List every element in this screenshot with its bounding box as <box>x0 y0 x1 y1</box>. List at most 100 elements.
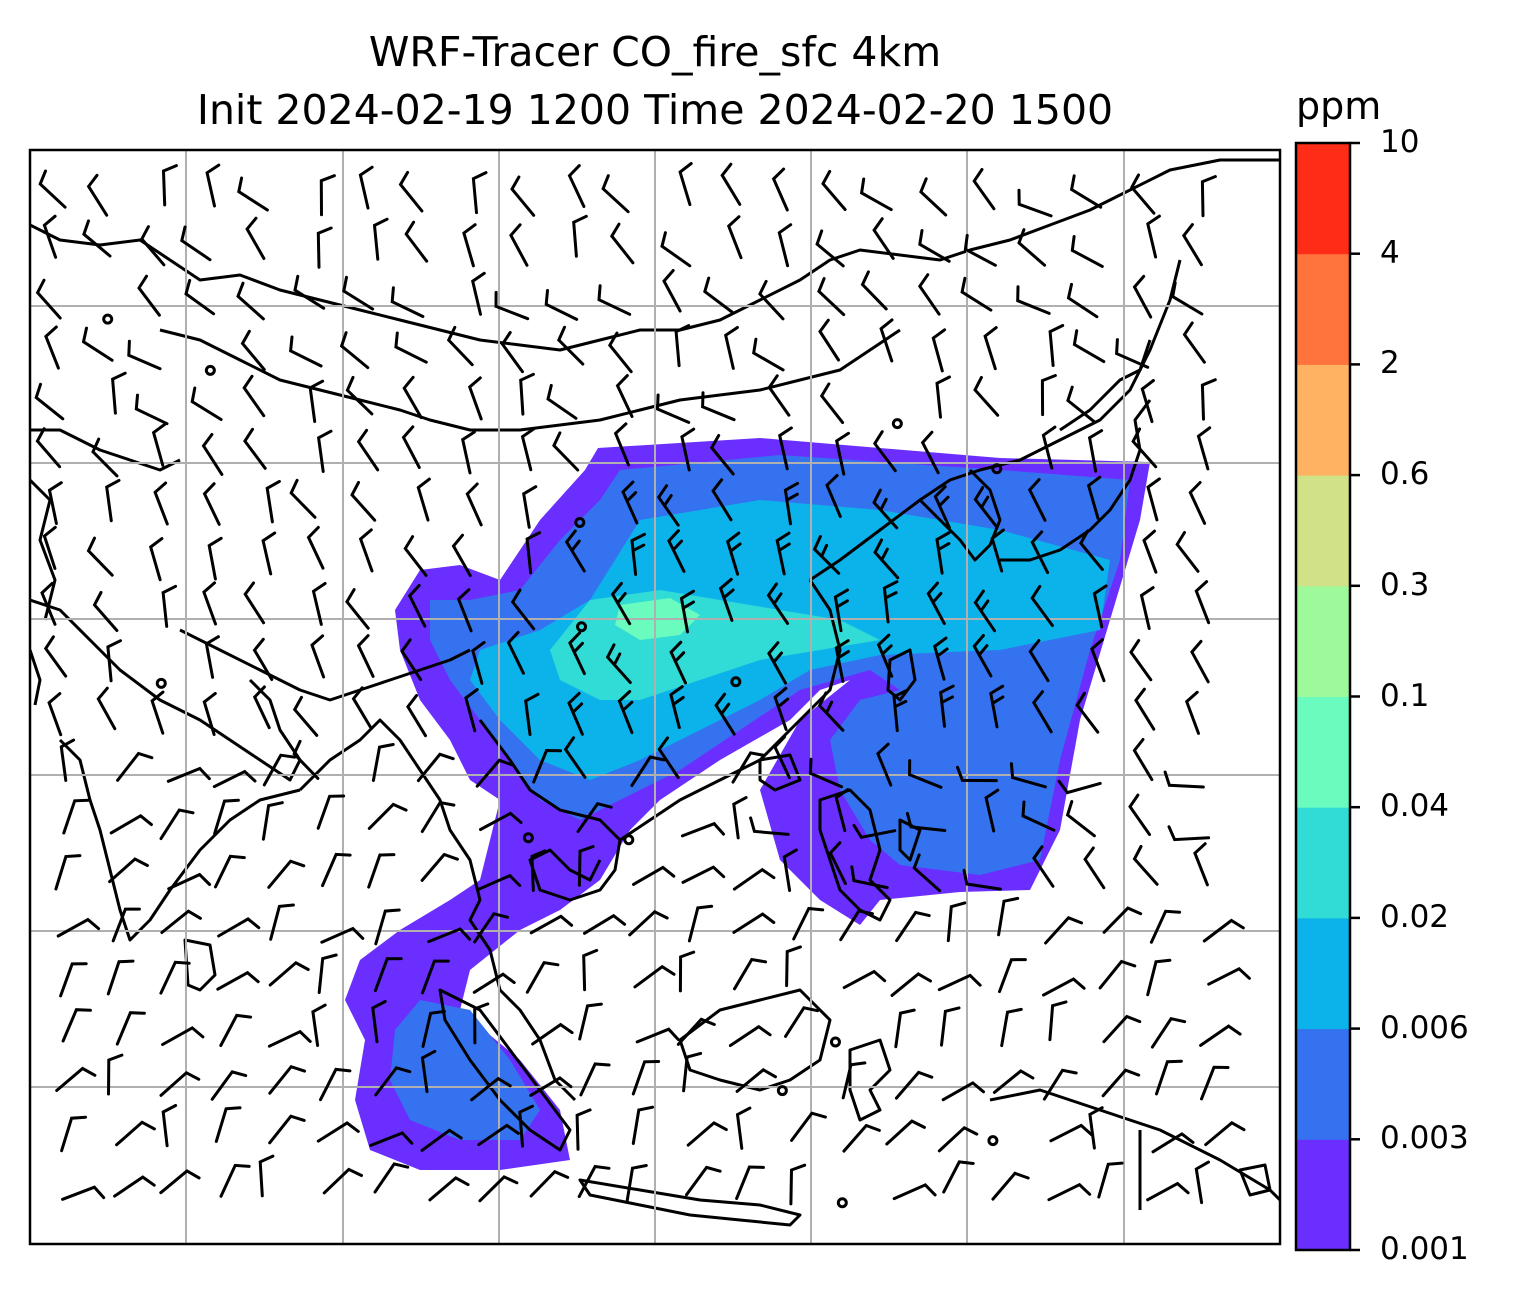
wind-barb <box>919 177 948 217</box>
wind-barb <box>890 972 932 997</box>
wind-barb <box>577 1164 611 1199</box>
wind-barb <box>1031 690 1053 734</box>
wind-barb <box>311 1003 327 1047</box>
wind-barb <box>1028 639 1050 683</box>
wind-barb <box>610 581 632 626</box>
wind-barb <box>310 634 326 679</box>
wind-barb <box>633 964 676 989</box>
wind-barb <box>983 326 998 371</box>
wind-barb <box>524 692 540 737</box>
wind-barb <box>184 278 216 316</box>
wind-barb <box>1030 530 1050 575</box>
wind-barb <box>190 386 223 421</box>
coastline-himalaya-border <box>179 628 471 702</box>
wind-barb <box>105 478 121 523</box>
wind-barb <box>1048 1000 1068 1042</box>
wind-barb <box>782 848 798 892</box>
wind-barb <box>529 1076 573 1097</box>
wind-barb <box>446 325 474 367</box>
wind-barb <box>161 584 178 628</box>
wind-barb <box>735 1106 752 1150</box>
wind-barb <box>828 841 847 885</box>
wind-barb <box>714 692 736 736</box>
wind-barb <box>933 485 951 530</box>
wind-barb <box>1017 188 1053 218</box>
wind-barb <box>406 694 427 738</box>
wind-barb <box>946 901 967 943</box>
wind-barb <box>421 959 450 995</box>
wind-barb <box>289 335 323 368</box>
wind-barb <box>1000 1007 1023 1048</box>
wind-barb <box>597 284 632 316</box>
wind-barb <box>563 736 587 779</box>
wind-barb <box>202 482 221 526</box>
wind-barb <box>852 823 897 839</box>
wind-barb <box>1190 639 1210 684</box>
wind-barb <box>261 531 277 576</box>
wind-barb <box>752 337 785 372</box>
wind-barb <box>546 383 578 420</box>
wind-barb <box>984 788 1000 833</box>
wind-barb <box>473 912 509 944</box>
wind-barb <box>609 222 635 265</box>
wind-barb <box>47 481 63 525</box>
wind-barb <box>159 1070 201 1097</box>
wind-barb <box>243 581 266 625</box>
wind-barb <box>82 219 112 258</box>
wind-barb <box>54 854 82 891</box>
wind-barb <box>532 748 562 784</box>
wind-barb <box>963 233 997 267</box>
wind-barb <box>61 1008 92 1043</box>
wind-barb <box>236 281 265 321</box>
coastline-korea <box>918 468 1002 562</box>
wind-barb <box>202 691 217 736</box>
coastline-sri-lanka <box>183 938 217 992</box>
wind-barb <box>1102 906 1143 934</box>
wind-barb <box>583 913 627 935</box>
wind-barb <box>997 896 1020 937</box>
wind-barb <box>471 271 486 316</box>
wind-barb <box>35 427 62 469</box>
wind-barb <box>153 481 169 526</box>
wind-barb <box>724 326 739 370</box>
wind-barb <box>894 1070 934 1100</box>
wind-barb <box>322 1167 363 1195</box>
wind-barb <box>775 531 791 576</box>
wind-barb <box>621 480 639 525</box>
wind-barb <box>917 273 941 316</box>
wind-barb <box>106 639 122 683</box>
wind-barb <box>106 959 135 996</box>
wind-barb <box>107 1053 124 1096</box>
coastline-russia-north <box>30 158 1280 352</box>
wind-barb <box>841 1061 867 1100</box>
wind-barb <box>767 641 787 685</box>
wind-barb <box>575 1108 592 1151</box>
wind-barb <box>160 909 202 934</box>
wind-barb <box>680 427 696 472</box>
wind-barb <box>319 1067 352 1102</box>
wind-barb <box>401 425 421 469</box>
wind-barb <box>635 1027 680 1044</box>
wind-barb <box>720 162 742 206</box>
wind-barb <box>935 375 951 419</box>
wind-barb <box>1149 909 1182 944</box>
wind-barb <box>267 859 306 889</box>
wind-barb <box>655 393 691 424</box>
wind-barb <box>242 374 266 418</box>
wind-barb <box>892 1183 937 1201</box>
wind-barb <box>356 634 375 678</box>
wind-barb <box>261 801 284 841</box>
wind-barb <box>461 430 476 475</box>
wind-barb <box>115 1011 146 1046</box>
wind-barb <box>345 375 374 416</box>
wind-barb <box>872 488 899 530</box>
wind-barb <box>728 1024 772 1047</box>
wind-barb <box>783 481 800 526</box>
wind-barb <box>1194 580 1211 625</box>
wind-barb <box>86 536 114 577</box>
wind-barb <box>167 872 212 891</box>
wind-barb <box>201 433 224 476</box>
wind-barb <box>1150 1017 1187 1049</box>
wind-barb <box>258 1154 275 1198</box>
wind-barb <box>159 808 195 841</box>
